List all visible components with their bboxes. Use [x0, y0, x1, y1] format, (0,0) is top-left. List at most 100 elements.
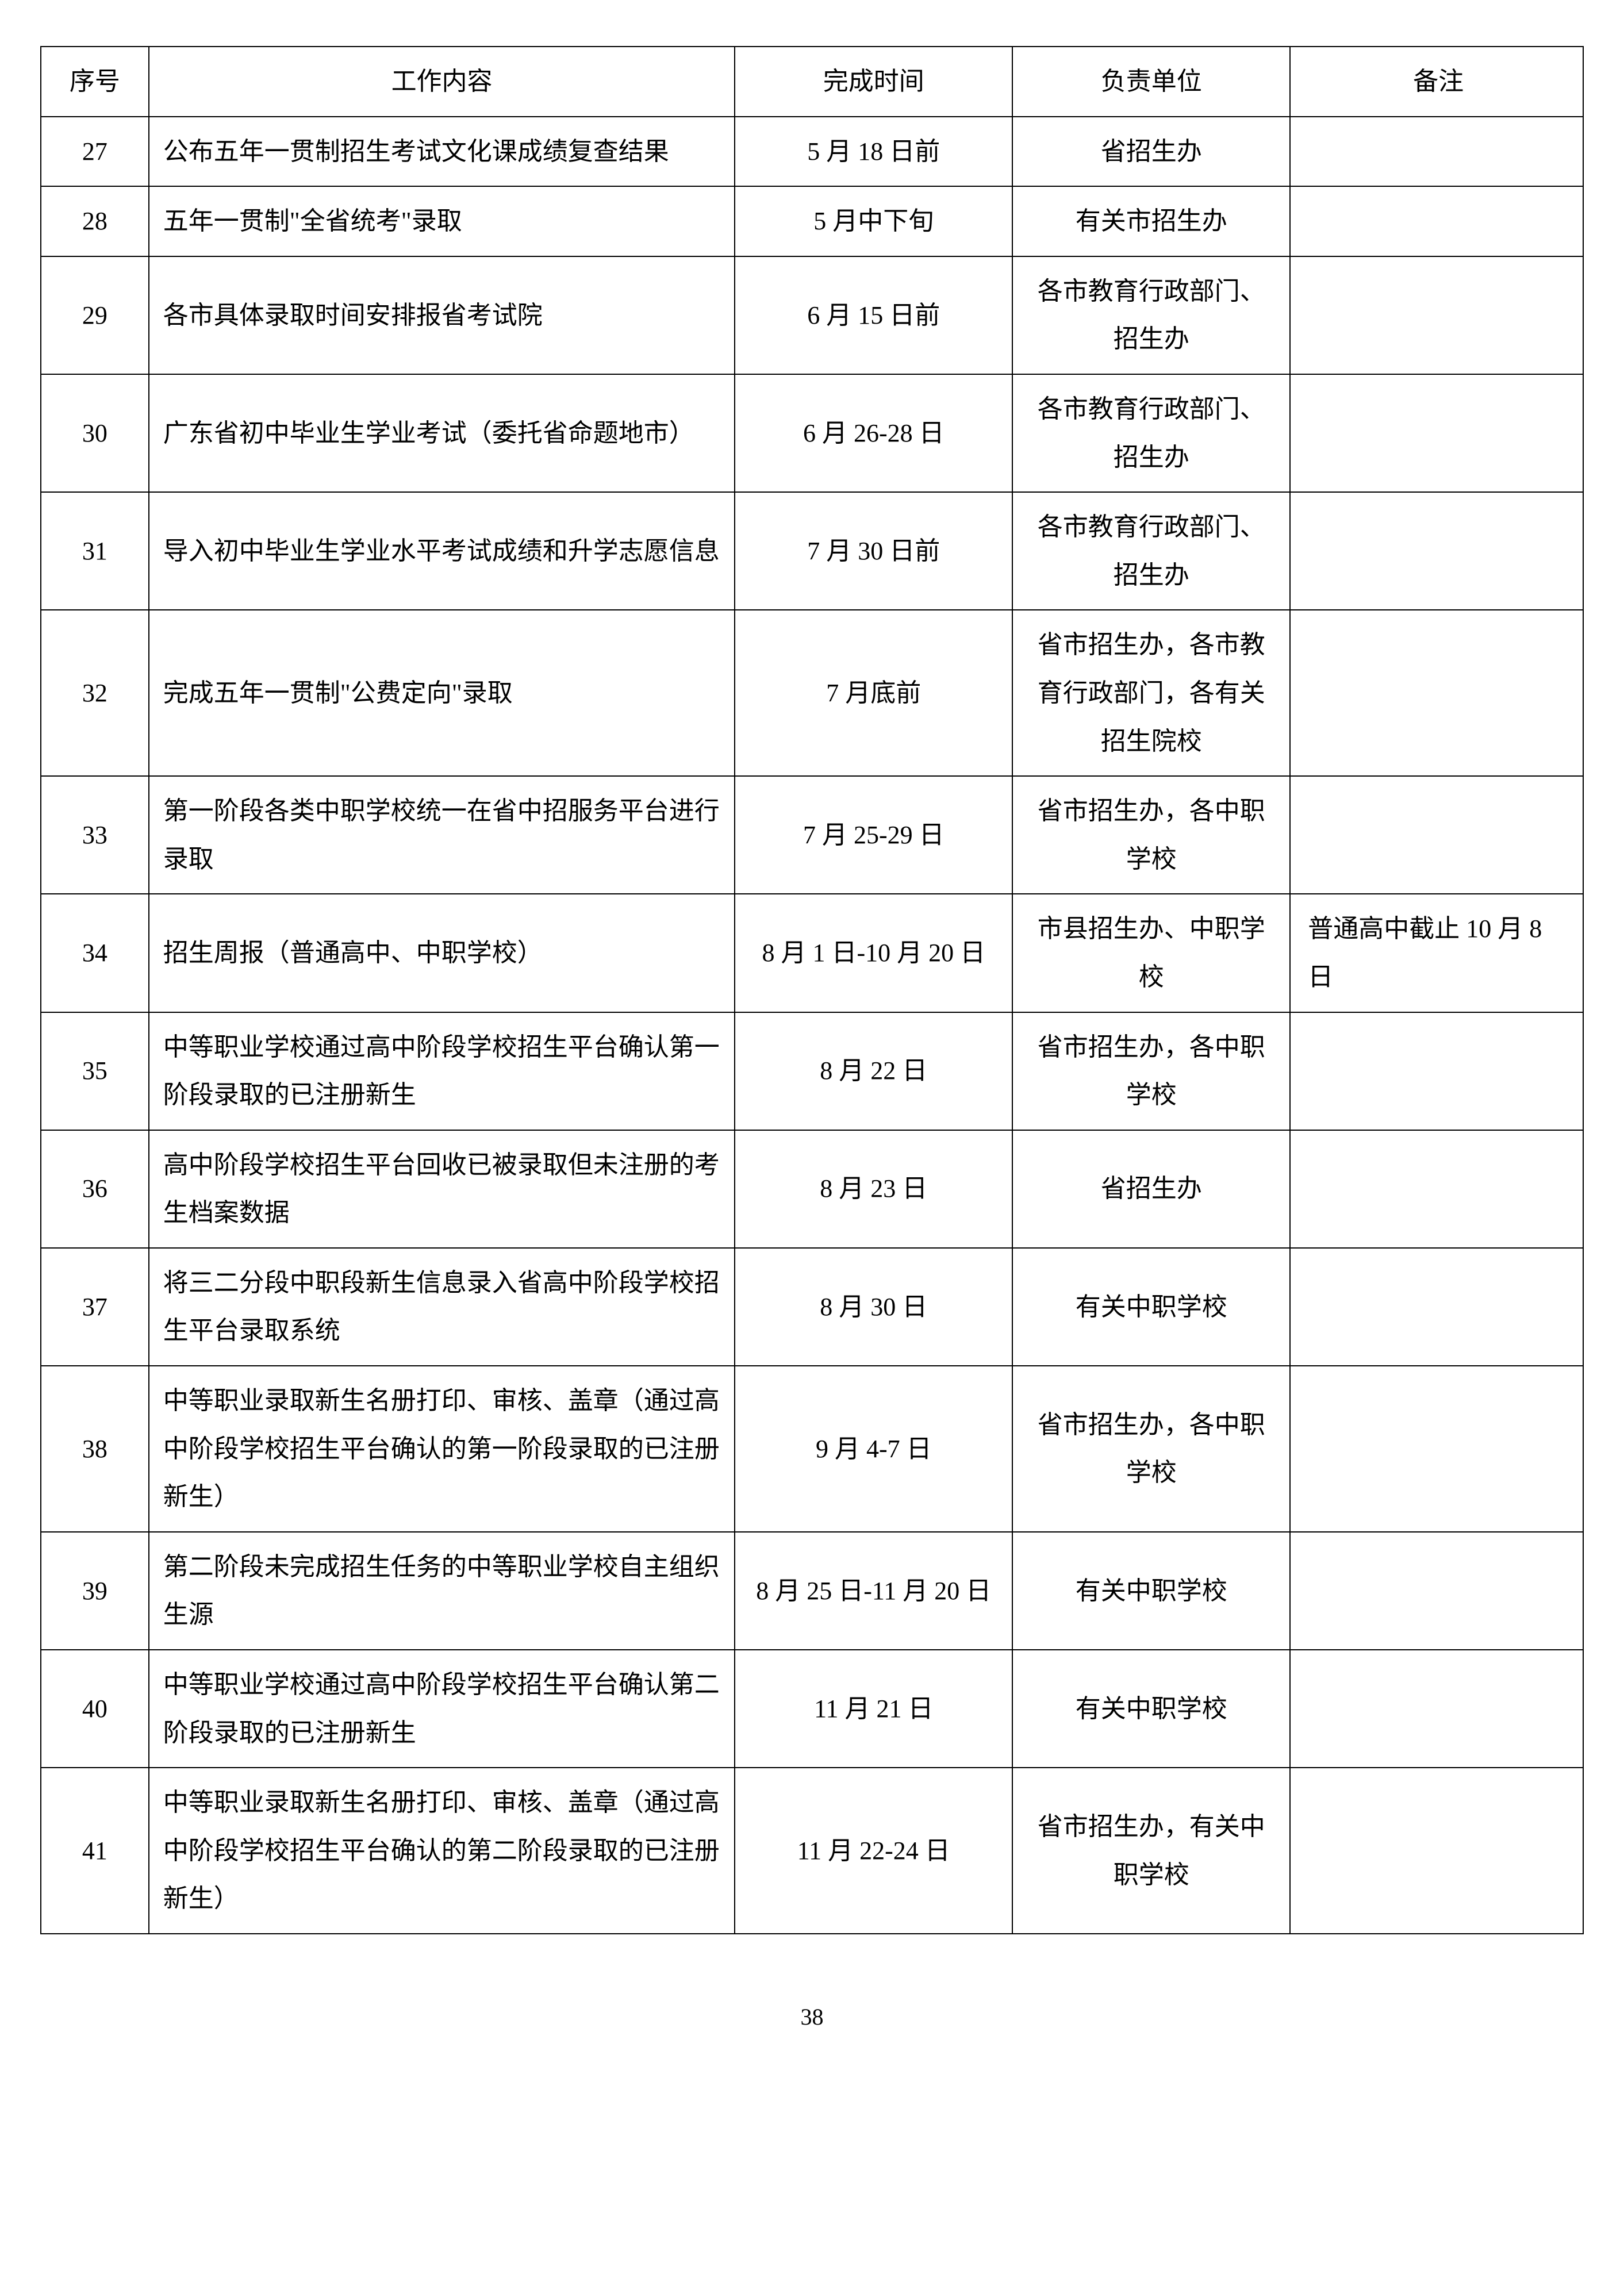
table-row: 27 公布五年一贯制招生考试文化课成绩复查结果 5 月 18 日前 省招生办 [41, 117, 1583, 187]
cell-time: 6 月 15 日前 [735, 256, 1012, 374]
table-row: 29 各市具体录取时间安排报省考试院 6 月 15 日前 各市教育行政部门、招生… [41, 256, 1583, 374]
cell-content: 将三二分段中职段新生信息录入省高中阶段学校招生平台录取系统 [149, 1248, 735, 1366]
cell-time: 11 月 22-24 日 [735, 1768, 1012, 1934]
table-row: 33 第一阶段各类中职学校统一在省中招服务平台进行录取 7 月 25-29 日 … [41, 776, 1583, 894]
table-row: 31 导入初中毕业生学业水平考试成绩和升学志愿信息 7 月 30 日前 各市教育… [41, 492, 1583, 610]
table-row: 30 广东省初中毕业生学业考试（委托省命题地市） 6 月 26-28 日 各市教… [41, 374, 1583, 492]
cell-dept: 各市教育行政部门、招生办 [1012, 492, 1290, 610]
cell-time: 7 月 30 日前 [735, 492, 1012, 610]
page-number: 38 [40, 2003, 1584, 2030]
table-row: 38 中等职业录取新生名册打印、审核、盖章（通过高中阶段学校招生平台确认的第一阶… [41, 1366, 1583, 1532]
cell-time: 8 月 30 日 [735, 1248, 1012, 1366]
header-seq: 序号 [41, 47, 149, 117]
header-content: 工作内容 [149, 47, 735, 117]
cell-note [1290, 776, 1583, 894]
table-row: 28 五年一贯制"全省统考"录取 5 月中下旬 有关市招生办 [41, 186, 1583, 256]
cell-note [1290, 1532, 1583, 1650]
cell-seq: 30 [41, 374, 149, 492]
cell-content: 完成五年一贯制"公费定向"录取 [149, 610, 735, 776]
cell-note [1290, 374, 1583, 492]
cell-seq: 29 [41, 256, 149, 374]
header-time: 完成时间 [735, 47, 1012, 117]
table-row: 36 高中阶段学校招生平台回收已被录取但未注册的考生档案数据 8 月 23 日 … [41, 1130, 1583, 1248]
cell-seq: 39 [41, 1532, 149, 1650]
cell-note [1290, 1130, 1583, 1248]
cell-time: 8 月 1 日-10 月 20 日 [735, 894, 1012, 1012]
cell-dept: 省市招生办，各中职学校 [1012, 1012, 1290, 1130]
header-note: 备注 [1290, 47, 1583, 117]
cell-dept: 省市招生办，各市教育行政部门，各有关招生院校 [1012, 610, 1290, 776]
cell-time: 8 月 25 日-11 月 20 日 [735, 1532, 1012, 1650]
header-dept: 负责单位 [1012, 47, 1290, 117]
cell-dept: 省市招生办，各中职学校 [1012, 776, 1290, 894]
document-page: 序号 工作内容 完成时间 负责单位 备注 27 公布五年一贯制招生考试文化课成绩… [40, 46, 1584, 2030]
table-row: 39 第二阶段未完成招生任务的中等职业学校自主组织生源 8 月 25 日-11 … [41, 1532, 1583, 1650]
cell-time: 6 月 26-28 日 [735, 374, 1012, 492]
cell-note [1290, 1768, 1583, 1934]
cell-seq: 35 [41, 1012, 149, 1130]
cell-time: 5 月 18 日前 [735, 117, 1012, 187]
cell-time: 11 月 21 日 [735, 1650, 1012, 1768]
cell-dept: 各市教育行政部门、招生办 [1012, 374, 1290, 492]
table-row: 34 招生周报（普通高中、中职学校） 8 月 1 日-10 月 20 日 市县招… [41, 894, 1583, 1012]
cell-note [1290, 1366, 1583, 1532]
cell-time: 8 月 22 日 [735, 1012, 1012, 1130]
cell-time: 8 月 23 日 [735, 1130, 1012, 1248]
cell-dept: 有关中职学校 [1012, 1650, 1290, 1768]
cell-time: 7 月底前 [735, 610, 1012, 776]
cell-seq: 36 [41, 1130, 149, 1248]
cell-dept: 省市招生办，有关中职学校 [1012, 1768, 1290, 1934]
cell-seq: 28 [41, 186, 149, 256]
cell-content: 高中阶段学校招生平台回收已被录取但未注册的考生档案数据 [149, 1130, 735, 1248]
cell-note [1290, 610, 1583, 776]
cell-time: 9 月 4-7 日 [735, 1366, 1012, 1532]
cell-content: 中等职业录取新生名册打印、审核、盖章（通过高中阶段学校招生平台确认的第一阶段录取… [149, 1366, 735, 1532]
cell-note [1290, 492, 1583, 610]
cell-content: 广东省初中毕业生学业考试（委托省命题地市） [149, 374, 735, 492]
table-row: 37 将三二分段中职段新生信息录入省高中阶段学校招生平台录取系统 8 月 30 … [41, 1248, 1583, 1366]
cell-seq: 27 [41, 117, 149, 187]
cell-note [1290, 1650, 1583, 1768]
table-row: 35 中等职业学校通过高中阶段学校招生平台确认第一阶段录取的已注册新生 8 月 … [41, 1012, 1583, 1130]
table-row: 40 中等职业学校通过高中阶段学校招生平台确认第二阶段录取的已注册新生 11 月… [41, 1650, 1583, 1768]
cell-dept: 有关市招生办 [1012, 186, 1290, 256]
cell-content: 公布五年一贯制招生考试文化课成绩复查结果 [149, 117, 735, 187]
cell-time: 7 月 25-29 日 [735, 776, 1012, 894]
cell-time: 5 月中下旬 [735, 186, 1012, 256]
cell-content: 第二阶段未完成招生任务的中等职业学校自主组织生源 [149, 1532, 735, 1650]
cell-seq: 37 [41, 1248, 149, 1366]
cell-dept: 省招生办 [1012, 1130, 1290, 1248]
cell-content: 第一阶段各类中职学校统一在省中招服务平台进行录取 [149, 776, 735, 894]
cell-seq: 41 [41, 1768, 149, 1934]
cell-seq: 32 [41, 610, 149, 776]
table-body: 27 公布五年一贯制招生考试文化课成绩复查结果 5 月 18 日前 省招生办 2… [41, 117, 1583, 1934]
cell-note [1290, 1248, 1583, 1366]
cell-content: 各市具体录取时间安排报省考试院 [149, 256, 735, 374]
cell-note [1290, 1012, 1583, 1130]
table-row: 32 完成五年一贯制"公费定向"录取 7 月底前 省市招生办，各市教育行政部门，… [41, 610, 1583, 776]
cell-dept: 省招生办 [1012, 117, 1290, 187]
schedule-table: 序号 工作内容 完成时间 负责单位 备注 27 公布五年一贯制招生考试文化课成绩… [40, 46, 1584, 1934]
cell-seq: 34 [41, 894, 149, 1012]
cell-dept: 市县招生办、中职学校 [1012, 894, 1290, 1012]
cell-seq: 38 [41, 1366, 149, 1532]
cell-note [1290, 117, 1583, 187]
cell-note [1290, 256, 1583, 374]
cell-dept: 各市教育行政部门、招生办 [1012, 256, 1290, 374]
cell-content: 中等职业学校通过高中阶段学校招生平台确认第一阶段录取的已注册新生 [149, 1012, 735, 1130]
cell-dept: 省市招生办，各中职学校 [1012, 1366, 1290, 1532]
cell-seq: 40 [41, 1650, 149, 1768]
table-header-row: 序号 工作内容 完成时间 负责单位 备注 [41, 47, 1583, 117]
cell-content: 中等职业录取新生名册打印、审核、盖章（通过高中阶段学校招生平台确认的第二阶段录取… [149, 1768, 735, 1934]
cell-note: 普通高中截止 10 月 8 日 [1290, 894, 1583, 1012]
cell-content: 五年一贯制"全省统考"录取 [149, 186, 735, 256]
cell-dept: 有关中职学校 [1012, 1532, 1290, 1650]
cell-content: 招生周报（普通高中、中职学校） [149, 894, 735, 1012]
cell-dept: 有关中职学校 [1012, 1248, 1290, 1366]
cell-note [1290, 186, 1583, 256]
cell-content: 中等职业学校通过高中阶段学校招生平台确认第二阶段录取的已注册新生 [149, 1650, 735, 1768]
table-row: 41 中等职业录取新生名册打印、审核、盖章（通过高中阶段学校招生平台确认的第二阶… [41, 1768, 1583, 1934]
cell-content: 导入初中毕业生学业水平考试成绩和升学志愿信息 [149, 492, 735, 610]
cell-seq: 31 [41, 492, 149, 610]
cell-seq: 33 [41, 776, 149, 894]
